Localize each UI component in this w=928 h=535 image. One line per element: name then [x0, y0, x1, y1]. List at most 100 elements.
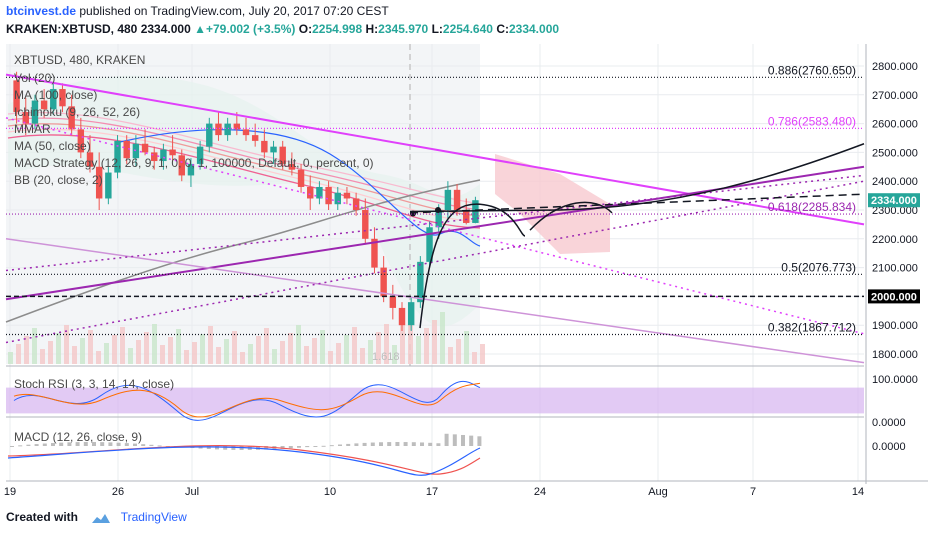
- volume-bar: [264, 328, 269, 364]
- macd-histogram-bar: [444, 433, 449, 446]
- candle-body: [22, 112, 29, 124]
- macd-histogram-bar: [329, 445, 334, 447]
- mmar-ribbon-line: [7, 134, 481, 229]
- macd-histogram-bar: [288, 446, 293, 449]
- macd-histogram-bar: [141, 444, 146, 446]
- chart-area[interactable]: 0.886(2760.650) 0.786(2583.480) 0.618(2285…: [0, 44, 928, 500]
- volume-bar: [456, 339, 461, 364]
- pivot-dot: [410, 210, 416, 217]
- price-tick-label: 2800.000: [872, 61, 918, 73]
- macd-histogram-bar: [100, 442, 105, 446]
- legend-bb[interactable]: BB (20, close, 2): [14, 173, 103, 187]
- price-label-text: 2334.000: [871, 195, 917, 207]
- candle-body: [242, 129, 250, 136]
- price-label-text: 2000.000: [871, 291, 917, 303]
- symbol-line: KRAKEN:XBTUSD, 480: [6, 22, 138, 36]
- pivot-dot: [435, 207, 441, 213]
- macd-histogram-bar: [34, 444, 39, 446]
- macd-histogram-bar: [411, 442, 416, 446]
- macd-histogram-bar: [26, 444, 31, 446]
- legend-macd-strategy[interactable]: MACD Strategy (12, 26, 9, 1, 0, 0, 1, 10…: [14, 156, 374, 170]
- volume-bar: [200, 334, 205, 364]
- magenta-trendline: [5, 73, 865, 226]
- volume-bar: [360, 348, 365, 364]
- macd-histogram-bar: [362, 442, 367, 446]
- candle-body: [307, 186, 314, 199]
- axes: 2800.000 2700.000 2600.000 2500.000 2400.000…: [4, 44, 928, 498]
- volume-bar: [344, 335, 349, 364]
- macd-histogram-bar: [124, 443, 129, 446]
- volume-bar: [120, 327, 125, 364]
- high-value: 2345.970: [378, 22, 429, 36]
- candle-body: [132, 143, 140, 159]
- candle-body: [297, 169, 305, 187]
- candle-body: [31, 100, 39, 124]
- price-tick-label: 1800.000: [872, 349, 918, 361]
- stoch-k-line: [13, 380, 481, 421]
- candle-body: [251, 135, 259, 141]
- macd-pane-bg: [6, 421, 864, 481]
- high-label: H:: [365, 22, 379, 36]
- chart-svg[interactable]: 0.886(2760.650) 0.786(2583.480) 0.618(2285…: [0, 44, 928, 500]
- volume-bar: [448, 347, 453, 364]
- symbol-legend[interactable]: XBTUSD, 480, KRAKEN: [14, 53, 146, 67]
- volume-bar: [72, 346, 77, 364]
- volume-bar: [96, 351, 101, 364]
- created-with-label: Created with: [6, 510, 79, 524]
- legend-vol[interactable]: Vol (20): [14, 71, 56, 85]
- candle-body: [279, 146, 286, 164]
- volume-bar: [352, 327, 357, 364]
- volume-bar: [248, 344, 253, 364]
- candle-body: [86, 152, 94, 167]
- candle-body: [95, 166, 103, 199]
- macd-histogram-bar: [92, 442, 96, 446]
- volume-bar: [432, 320, 437, 364]
- bollinger-band-fill: [8, 75, 480, 327]
- macd-histogram-bar: [395, 442, 400, 446]
- fib-level-label: 0.5(2076.773): [781, 260, 856, 274]
- candle-body: [380, 267, 387, 297]
- volume-bar: [176, 329, 181, 364]
- macd-histogram-bar: [157, 445, 162, 447]
- legend-ma50[interactable]: MA (50, close): [14, 139, 91, 153]
- macd-histogram-bar: [370, 442, 375, 446]
- fib-level-label: 0.618(2285.834): [768, 200, 856, 214]
- volume-bar: [216, 347, 221, 364]
- volume-bar: [312, 338, 317, 364]
- candle-body: [123, 140, 130, 159]
- candle-body: [13, 80, 20, 113]
- candle-body: [334, 192, 341, 205]
- volume-bar: [336, 343, 341, 364]
- macd-histogram-bar: [51, 443, 55, 446]
- published-text: published on TradingView.com, July 20, 2…: [79, 4, 389, 18]
- candle-body: [160, 149, 167, 162]
- candle-body: [343, 192, 351, 199]
- legend-ichimoku[interactable]: Ichimoku (9, 26, 52, 26): [14, 105, 141, 119]
- close-value: 2334.000: [508, 22, 560, 36]
- time-tick-label: 7: [750, 486, 756, 498]
- candle-body: [453, 189, 461, 210]
- tradingview-logo-icon: [92, 513, 111, 523]
- black-swing-path: [529, 201, 613, 231]
- macd-histogram-bar: [436, 443, 441, 446]
- legend-stoch-rsi[interactable]: Stoch RSI (3, 3, 14, 14, close): [14, 377, 175, 391]
- time-tick-label: 19: [4, 486, 16, 498]
- candle-body: [187, 163, 195, 176]
- legend-ma100[interactable]: MA (100, close): [14, 88, 98, 102]
- macd-histogram-bar: [379, 442, 383, 446]
- candle-body: [169, 149, 176, 156]
- macd-histogram-bar: [223, 446, 228, 450]
- lilac-trendline: [5, 238, 865, 364]
- ma50-line: [119, 129, 481, 247]
- candle-body: [40, 100, 48, 110]
- volume-bar: [16, 344, 21, 364]
- macd-histogram-bar: [403, 442, 408, 446]
- candle-body: [196, 146, 204, 164]
- site-name[interactable]: btcinvest.de: [6, 4, 77, 18]
- legend-macd[interactable]: MACD (12, 26, close, 9): [14, 430, 143, 444]
- legend-mmar[interactable]: MMAR: [14, 122, 51, 136]
- volume-bar: [64, 325, 69, 364]
- tradingview-link[interactable]: TradingView: [120, 510, 187, 524]
- candle-body: [224, 123, 231, 136]
- macd-histogram-bar: [83, 442, 88, 446]
